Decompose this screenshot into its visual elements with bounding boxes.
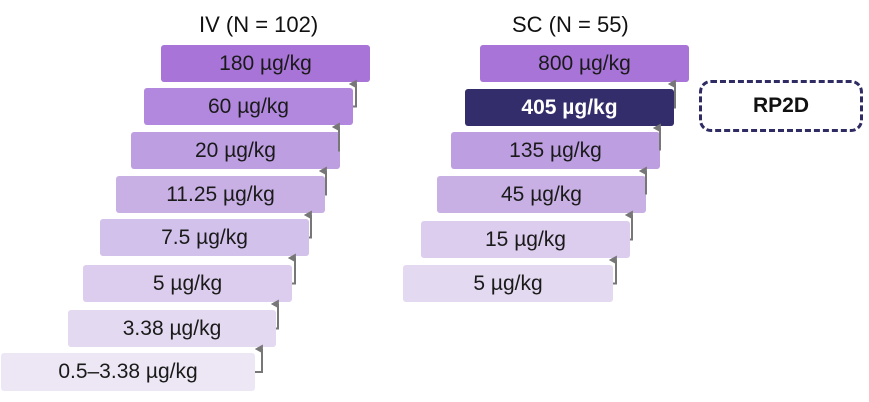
iv-dose-step: 11.25 µg/kg (116, 176, 325, 213)
sc-dose-step: 135 µg/kg (451, 132, 660, 169)
iv-dose-step: 180 µg/kg (161, 45, 370, 82)
escalation-arrow (254, 344, 263, 373)
iv-dose-step: 5 µg/kg (83, 265, 292, 302)
sc-dose-step: 15 µg/kg (421, 221, 630, 258)
rp2d-callout: RP2D (699, 80, 863, 132)
escalation-arrow (608, 255, 617, 285)
iv-dose-step: 20 µg/kg (131, 132, 340, 169)
iv-dose-step: 3.38 µg/kg (68, 310, 276, 347)
escalation-arrow (287, 253, 296, 285)
sc-dose-step: 800 µg/kg (480, 45, 689, 82)
iv-dose-step: 60 µg/kg (144, 88, 353, 125)
escalation-arrow (348, 79, 357, 108)
sc-title: SC (N = 55) (512, 12, 629, 37)
sc-dose-step: 45 µg/kg (437, 176, 646, 213)
escalation-arrow (318, 166, 327, 196)
iv-title: IV (N = 102) (199, 12, 319, 37)
iv-dose-step: 0.5–3.38 µg/kg (1, 353, 255, 391)
iv-dose-step: 7.5 µg/kg (100, 219, 309, 256)
escalation-arrow (270, 299, 279, 330)
escalation-arrow (303, 210, 312, 239)
sc-dose-step-rp2d: 405 µg/kg (465, 89, 674, 126)
escalation-arrow (667, 79, 676, 109)
rp2d-label: RP2D (752, 94, 810, 117)
escalation-arrow (331, 122, 340, 152)
escalation-arrow (624, 210, 633, 241)
sc-dose-step: 5 µg/kg (403, 265, 613, 302)
